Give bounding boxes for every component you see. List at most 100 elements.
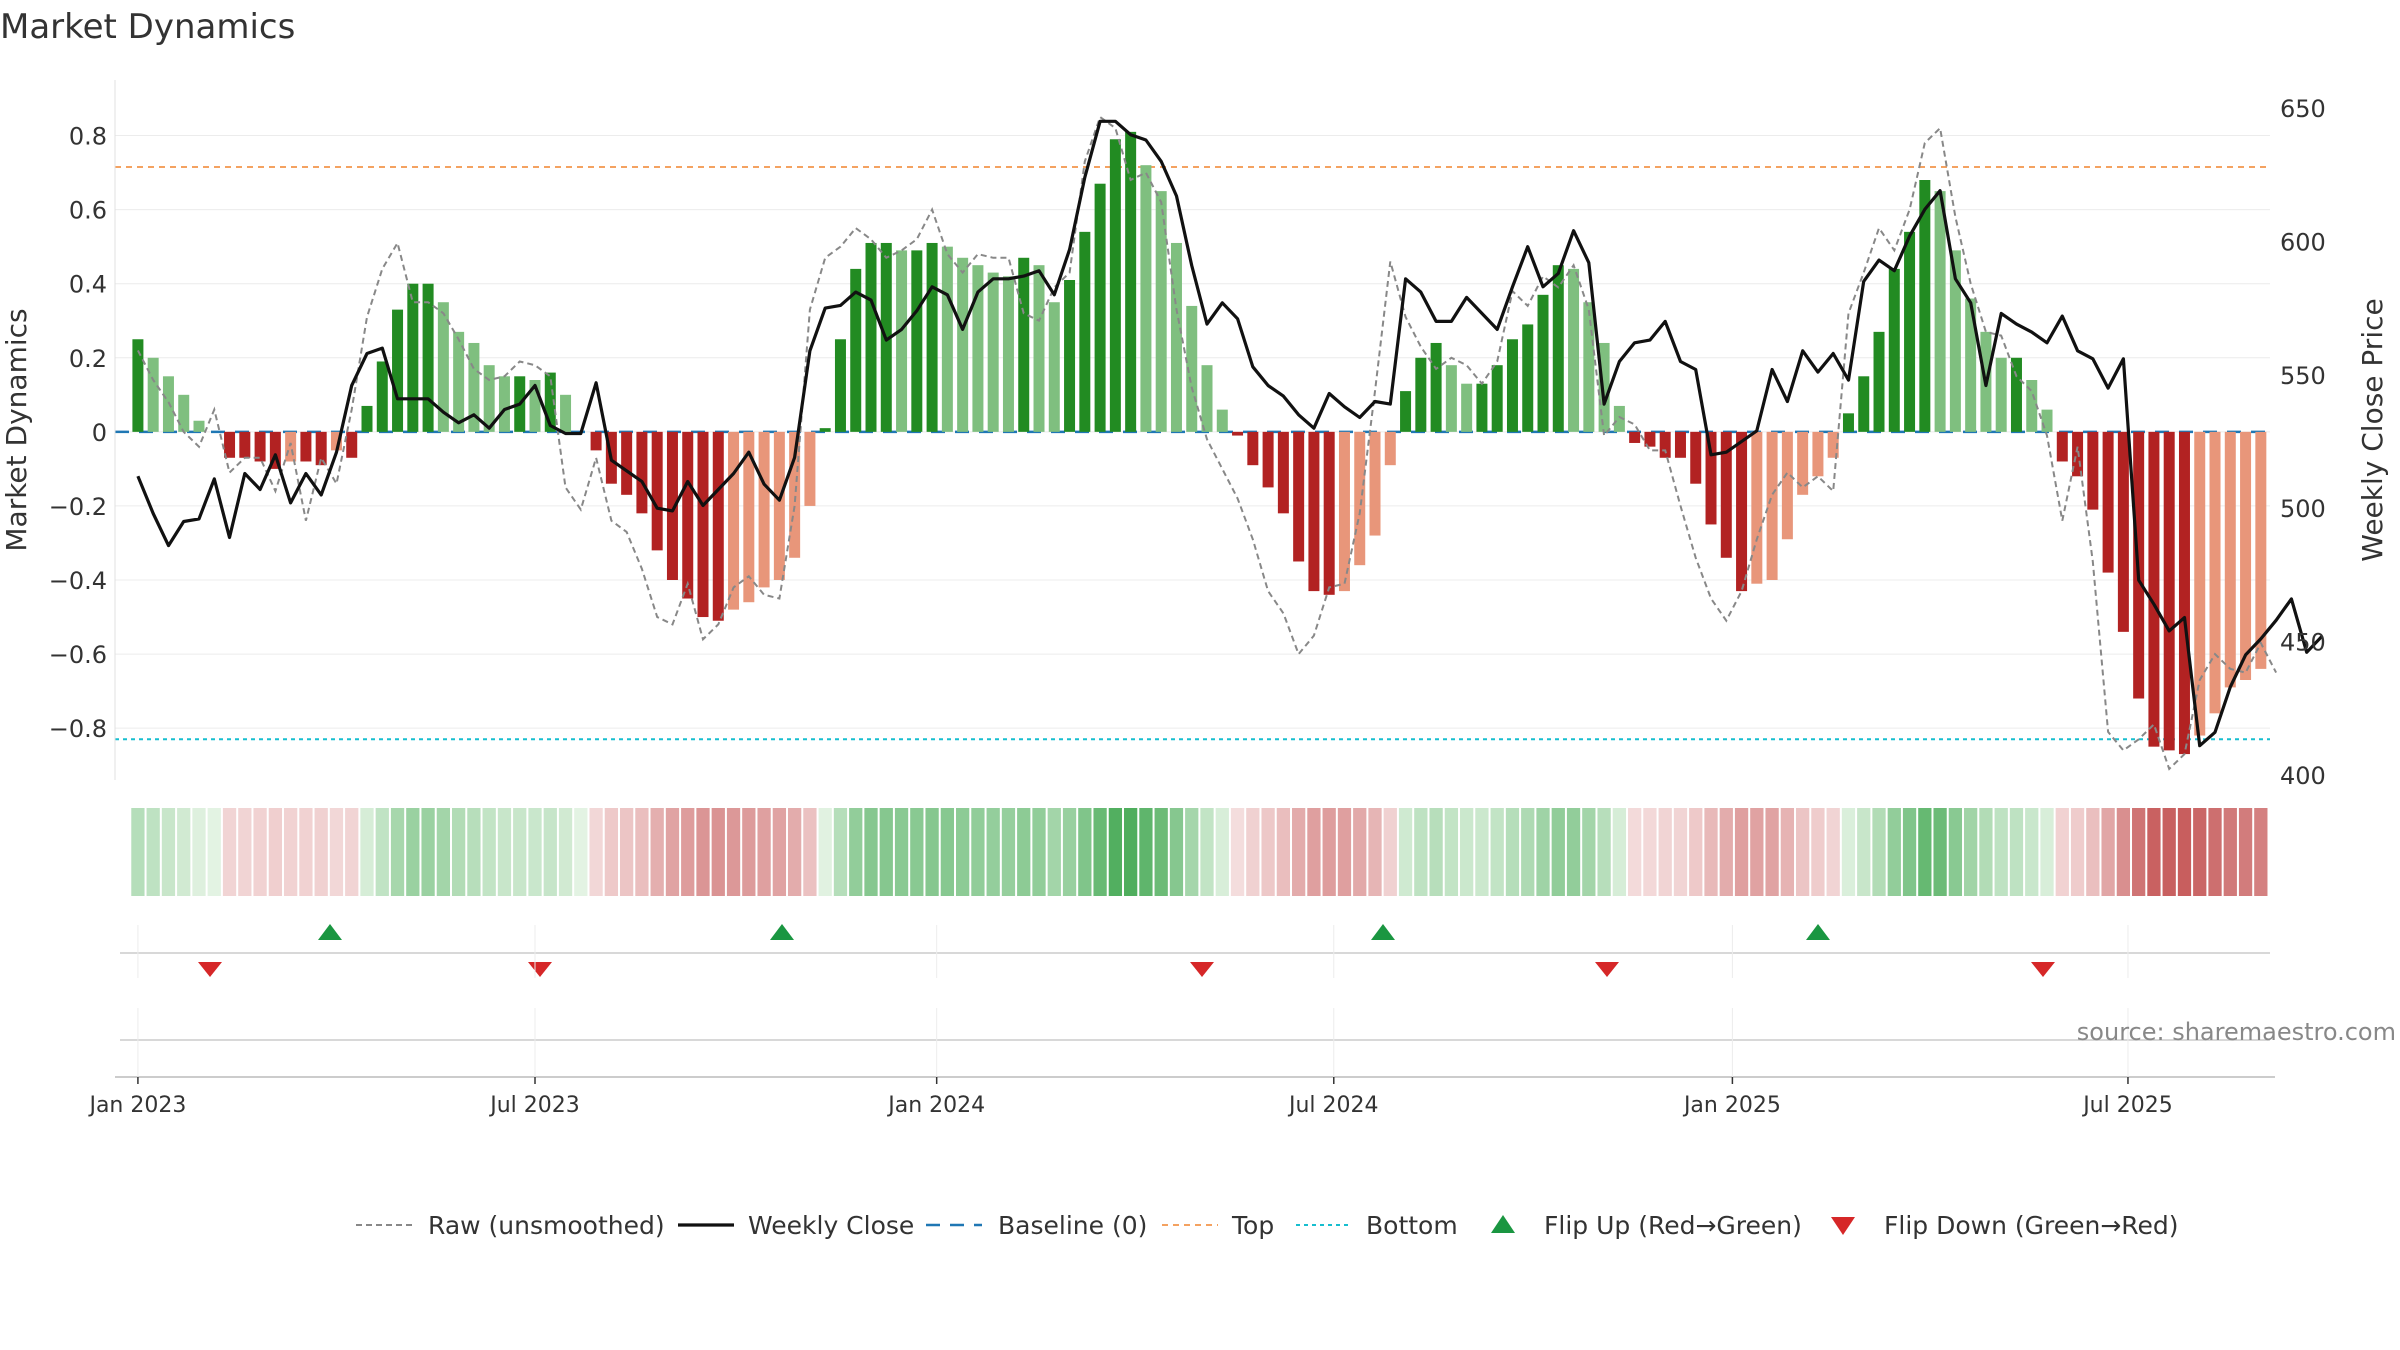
dynamics-bar (1705, 431, 1717, 525)
flip-up-marker (770, 924, 794, 940)
legend: Raw (unsmoothed) Weekly Close Baseline (0)… (356, 1211, 2179, 1240)
dynamics-bar (2240, 431, 2252, 680)
regime-strip-cell (528, 808, 542, 896)
dynamics-bar (1277, 431, 1289, 514)
regime-strip-cell (1811, 808, 1825, 896)
regime-strip-cell (910, 808, 924, 896)
dynamics-bar (1094, 183, 1106, 432)
regime-strip-cell (788, 808, 802, 896)
regime-strip-cell (2208, 808, 2222, 896)
regime-strip-cell (1200, 808, 1214, 896)
dynamics-bar (987, 272, 999, 432)
regime-strip-cell (1368, 808, 1382, 896)
dynamics-bar (1400, 391, 1412, 432)
dynamics-bar (2117, 431, 2129, 632)
dynamics-bar (560, 394, 572, 432)
y-tick-left-label: 0.2 (69, 345, 107, 373)
regime-strip-cell (1704, 808, 1718, 896)
regime-strip-cell (1979, 808, 1993, 896)
dynamics-bar (1995, 357, 2007, 432)
regime-strip-cell (2254, 808, 2268, 896)
y-tick-left-label: −0.2 (49, 493, 107, 521)
dynamics-bar (1033, 265, 1045, 432)
regime-strip-cell (1643, 808, 1657, 896)
dynamics-bar (1674, 431, 1686, 458)
dynamics-bar (1659, 431, 1671, 458)
dynamics-bar (850, 268, 862, 432)
dynamics-bar (926, 242, 938, 432)
dynamics-bar (941, 246, 953, 432)
regime-strip-cell (925, 808, 939, 896)
regime-strip-cell (1612, 808, 1627, 896)
dynamics-bar (621, 431, 633, 495)
dynamics-bar (972, 265, 984, 432)
regime-strip-cell (284, 808, 298, 896)
dynamics-bar (1308, 431, 1320, 592)
dynamics-bar (804, 431, 816, 506)
dynamics-bar (1155, 191, 1167, 432)
regime-strip-cell (1933, 808, 1947, 896)
regime-strip-cell (1261, 808, 1275, 896)
dynamics-bar (834, 339, 846, 432)
dynamics-bar (132, 339, 144, 432)
regime-strip-cell (589, 808, 603, 896)
flip-down-marker (1595, 962, 1619, 977)
regime-strip-cell (1032, 808, 1046, 896)
x-tick-label: Jan 2023 (87, 1093, 186, 1118)
dynamics-bar (1797, 431, 1809, 495)
y-tick-left-label: 0.6 (69, 197, 107, 225)
regime-strip-cell (681, 808, 695, 896)
regime-strip-cell (1536, 808, 1550, 896)
dynamics-bar (269, 431, 281, 469)
regime-strip-cell (1796, 808, 1810, 896)
dynamics-bar (666, 431, 678, 580)
regime-strip-cell (207, 808, 221, 896)
dynamics-bar (2087, 431, 2099, 510)
y-tick-left-label: −0.6 (49, 641, 107, 669)
dynamics-bar (224, 431, 236, 458)
regime-strip-cell (742, 808, 756, 896)
dynamics-bar (2178, 431, 2190, 755)
dynamics-bar (330, 431, 342, 451)
dynamics-bar (2026, 380, 2038, 432)
dynamics-bar (2163, 431, 2175, 751)
dynamics-bar (1812, 431, 1824, 477)
regime-strip (131, 808, 2268, 896)
dynamics-bar (773, 431, 785, 580)
regime-strip-cell (879, 808, 893, 896)
dynamics-bar (1568, 268, 1580, 432)
regime-strip-cell (1429, 808, 1443, 896)
dynamics-bar (1461, 383, 1473, 432)
dynamics-bar (1842, 413, 1854, 432)
regime-strip-cell (971, 808, 985, 896)
dynamics-bar (697, 431, 709, 618)
dynamics-bar (315, 431, 327, 466)
regime-strip-cell (390, 808, 405, 896)
dynamics-bar (1064, 280, 1076, 432)
legend-label-close: Weekly Close (748, 1211, 914, 1240)
dynamics-bar (682, 431, 694, 599)
dynamics-bar (1537, 294, 1549, 432)
dynamics-bar (544, 372, 556, 432)
dynamics-bar (1858, 376, 1870, 432)
regime-strip-cell (1551, 808, 1565, 896)
regime-strip-cell (360, 808, 374, 896)
regime-strip-cell (1078, 808, 1092, 896)
regime-strip-cell (1062, 808, 1077, 896)
dynamics-bar (651, 431, 663, 551)
regime-strip-cell (2009, 808, 2024, 896)
regime-strip-cell (1734, 808, 1749, 896)
raw-line (137, 115, 2277, 771)
regime-strip-cell (1505, 808, 1520, 896)
regime-strip-cell (497, 808, 512, 896)
regime-strip-cell (161, 808, 176, 896)
regime-strip-cell (1017, 808, 1031, 896)
dynamics-bar (1583, 302, 1595, 432)
regime-strip-cell (1597, 808, 1611, 896)
regime-strip-cell (2116, 808, 2131, 896)
y-tick-left-label: 0.8 (69, 123, 107, 151)
regime-strip-cell (849, 808, 863, 896)
regime-strip-cell (131, 808, 145, 896)
dynamics-bar (911, 250, 923, 432)
dynamics-bar (1415, 357, 1427, 432)
